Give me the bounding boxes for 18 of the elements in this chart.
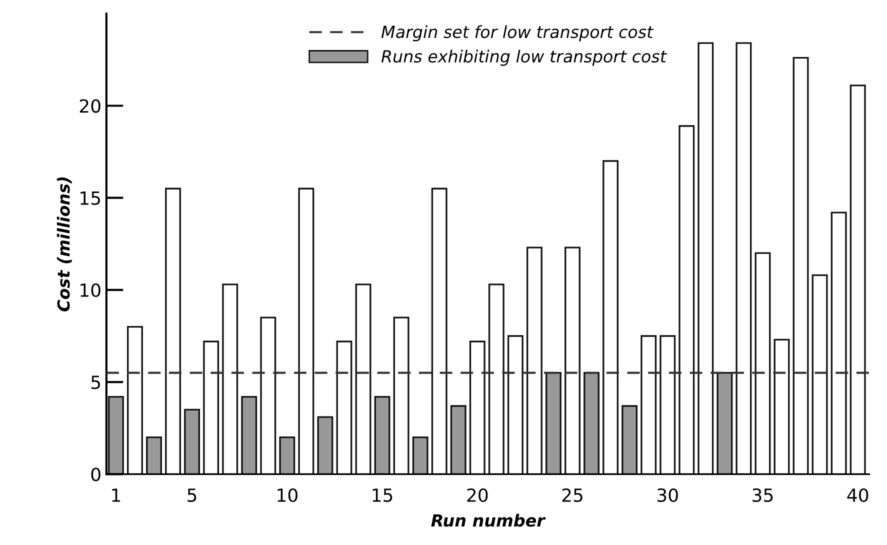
x-tick-label: 10 bbox=[278, 488, 298, 502]
x-tick-label: 1 bbox=[112, 488, 120, 502]
x-tick-label: 25 bbox=[562, 488, 582, 502]
x-tick-label: 20 bbox=[467, 488, 488, 502]
x-tick-label: 40 bbox=[847, 488, 868, 502]
x-tick-label: 5 bbox=[188, 488, 196, 502]
y-tick-label: 10 bbox=[80, 283, 100, 298]
y-tick-label: 20 bbox=[80, 99, 100, 113]
legend-label: Runs exhibiting low transport cost bbox=[381, 50, 667, 66]
x-tick-label: 15 bbox=[372, 488, 392, 502]
y-tick-label: 5 bbox=[91, 376, 100, 390]
y-axis-title: Cost (millions) bbox=[56, 177, 72, 312]
y-tick-label: 0 bbox=[91, 468, 100, 482]
legend-label: Margin set for low transport cost bbox=[381, 25, 654, 42]
x-axis-title: Run number bbox=[431, 514, 546, 527]
x-tick-label: 35 bbox=[752, 488, 773, 502]
y-tick-label: 15 bbox=[80, 192, 100, 205]
x-tick-label: 30 bbox=[658, 488, 678, 502]
